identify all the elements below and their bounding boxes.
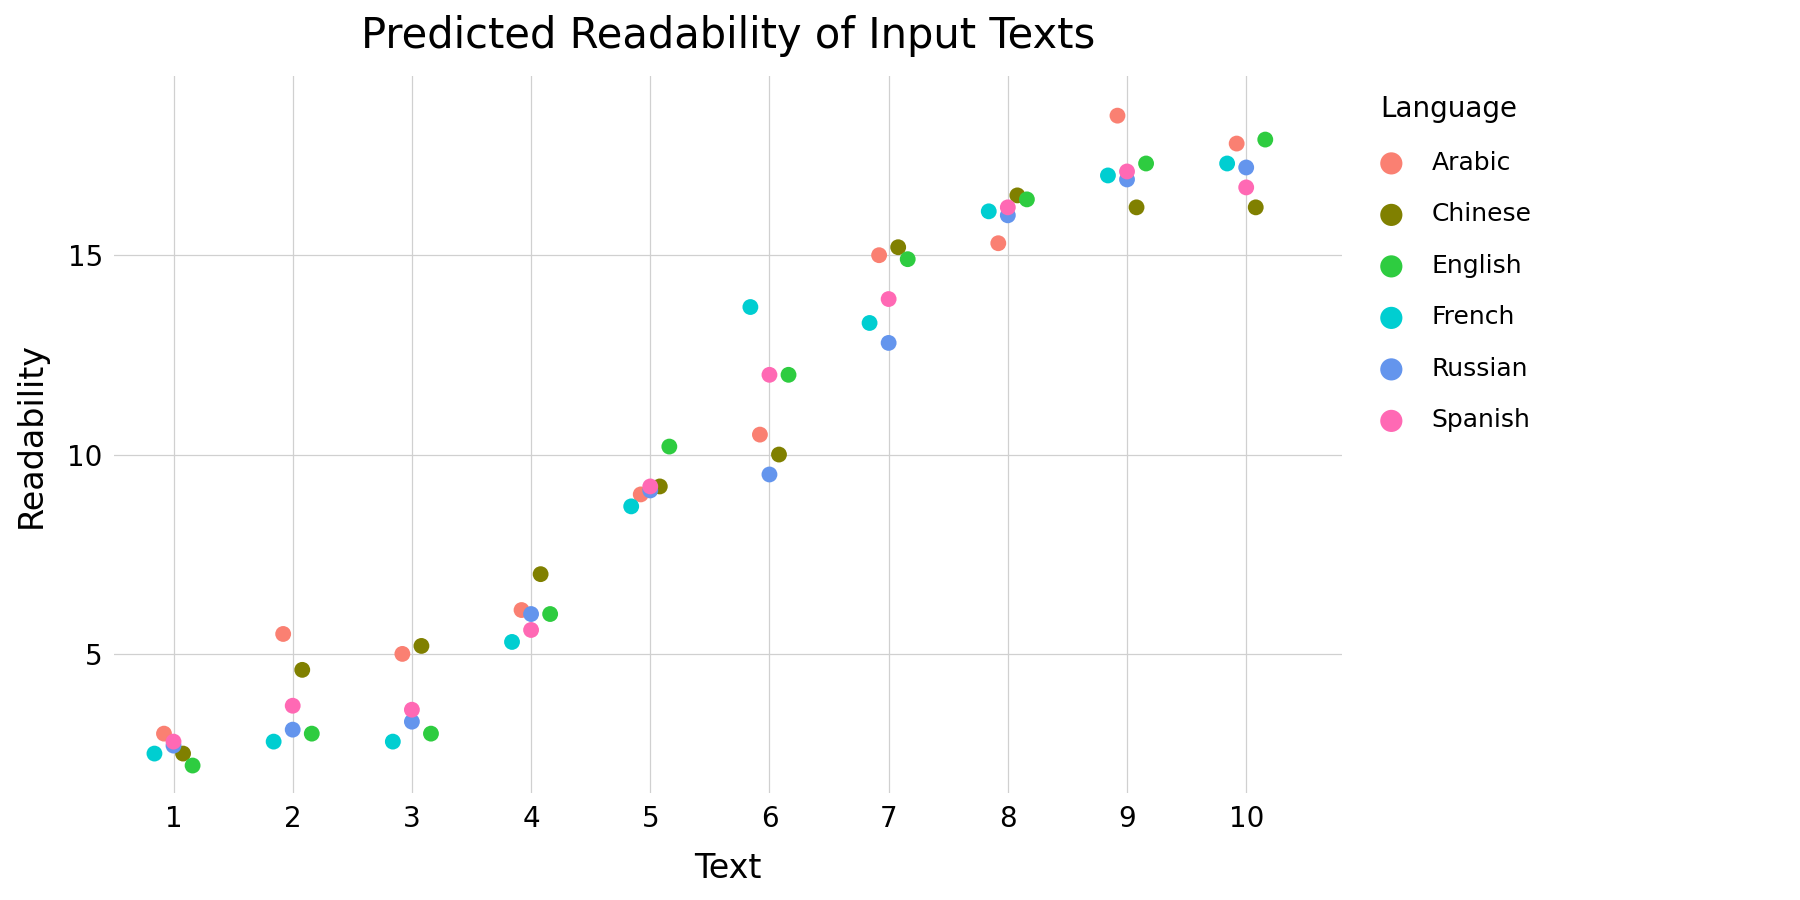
Russian xyxy=(279,723,308,737)
French xyxy=(1213,157,1242,171)
Russian xyxy=(398,715,427,729)
French xyxy=(259,734,288,749)
Russian xyxy=(158,738,187,752)
English xyxy=(416,726,445,741)
Spanish xyxy=(1231,180,1260,194)
Spanish xyxy=(158,734,187,749)
French xyxy=(736,300,765,314)
Russian xyxy=(517,607,545,621)
Russian xyxy=(754,467,783,482)
Spanish xyxy=(754,367,783,382)
Spanish xyxy=(279,698,308,713)
English xyxy=(655,439,684,454)
Chinese xyxy=(169,746,198,760)
Spanish xyxy=(994,200,1022,214)
French xyxy=(140,746,169,760)
French xyxy=(855,316,884,330)
French xyxy=(378,734,407,749)
Spanish xyxy=(517,623,545,637)
French xyxy=(617,500,646,514)
Arabic xyxy=(626,487,655,501)
Russian xyxy=(635,483,664,498)
Russian xyxy=(994,208,1022,222)
Arabic xyxy=(268,626,297,641)
Chinese xyxy=(288,662,317,677)
Chinese xyxy=(646,479,675,493)
Arabic xyxy=(985,236,1013,250)
English xyxy=(893,252,922,266)
English xyxy=(178,759,207,773)
English xyxy=(297,726,326,741)
Arabic xyxy=(745,428,774,442)
English xyxy=(1251,132,1280,147)
French xyxy=(1094,168,1123,183)
Arabic xyxy=(149,726,178,741)
Chinese xyxy=(526,567,554,581)
English xyxy=(774,367,803,382)
Chinese xyxy=(1003,188,1031,202)
Spanish xyxy=(1112,165,1141,179)
Spanish xyxy=(398,703,427,717)
Spanish xyxy=(875,292,904,306)
Russian xyxy=(1112,172,1141,186)
Russian xyxy=(875,336,904,350)
English xyxy=(1012,193,1040,207)
Arabic xyxy=(389,647,418,662)
Legend: Arabic, Chinese, English, French, Russian, Spanish: Arabic, Chinese, English, French, Russia… xyxy=(1366,95,1532,433)
English xyxy=(1132,157,1161,171)
English xyxy=(536,607,565,621)
Russian xyxy=(1231,160,1260,175)
Arabic xyxy=(1103,108,1132,122)
Arabic xyxy=(1222,137,1251,151)
Chinese xyxy=(407,639,436,653)
Spanish xyxy=(635,479,664,493)
Chinese xyxy=(1121,200,1150,214)
Arabic xyxy=(508,603,536,617)
French xyxy=(497,634,526,649)
X-axis label: Text: Text xyxy=(695,852,761,885)
Chinese xyxy=(765,447,794,462)
Chinese xyxy=(1242,200,1271,214)
Y-axis label: Readability: Readability xyxy=(14,342,49,527)
French xyxy=(974,204,1003,219)
Arabic xyxy=(864,248,893,263)
Title: Predicted Readability of Input Texts: Predicted Readability of Input Texts xyxy=(360,15,1094,57)
Chinese xyxy=(884,240,913,255)
